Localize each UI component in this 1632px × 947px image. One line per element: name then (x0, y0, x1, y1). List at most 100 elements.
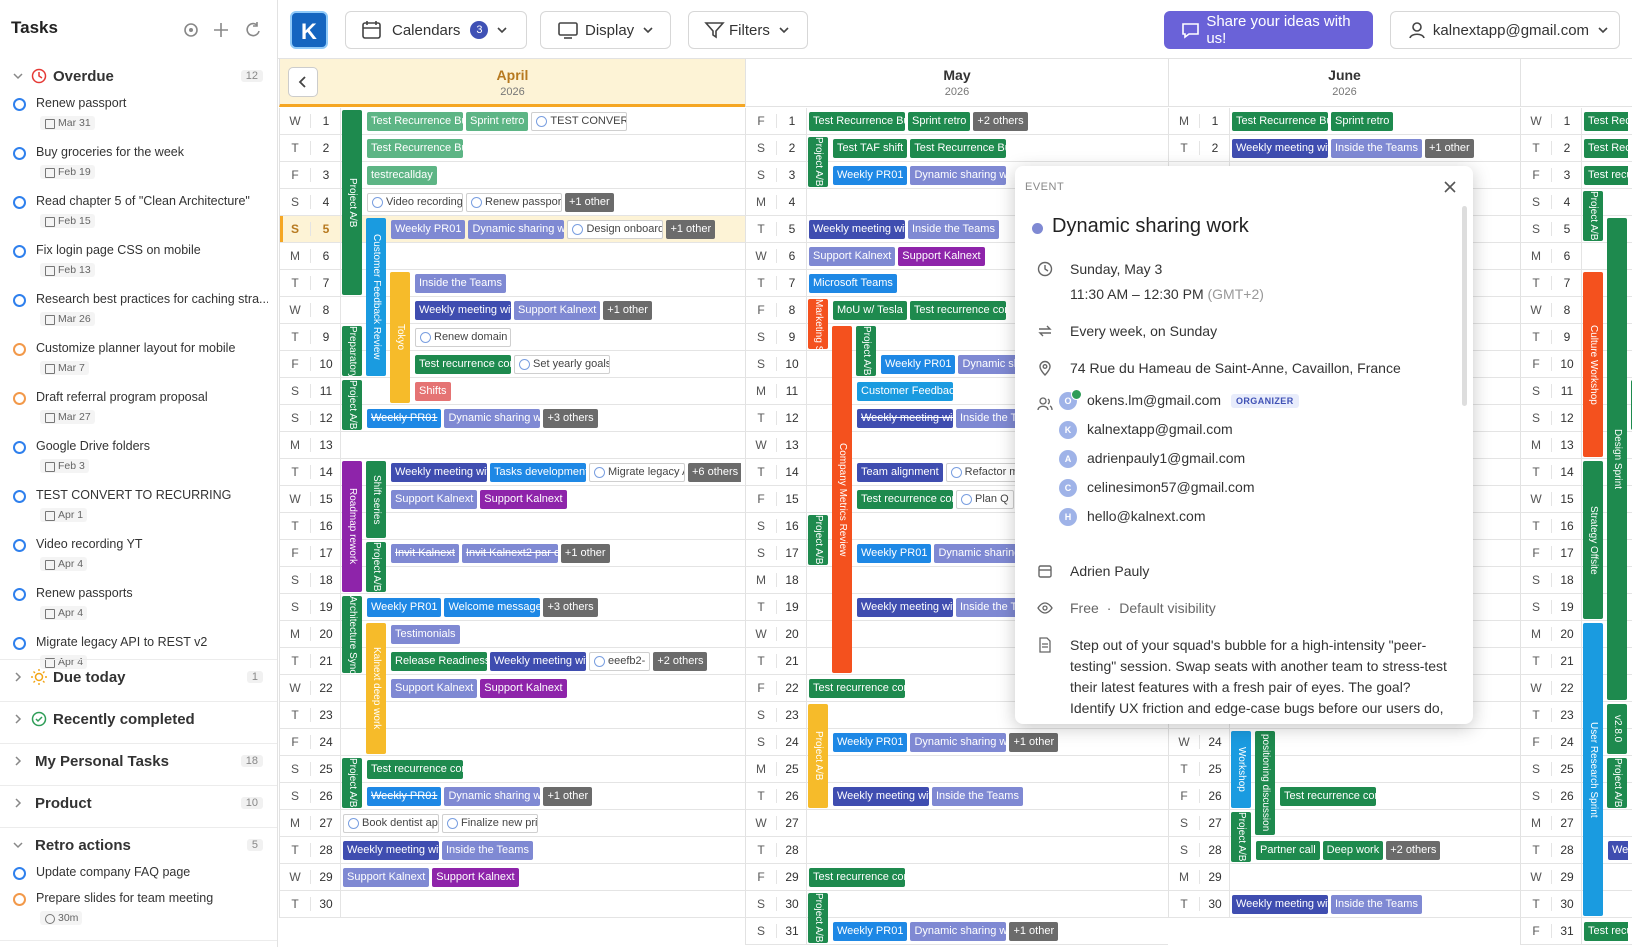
task-item[interactable]: Research best practices for caching stra… (0, 288, 277, 334)
event-span[interactable]: Project A/B (342, 110, 362, 295)
event-chip[interactable]: Weekly meeting with (415, 301, 511, 320)
event-span[interactable]: Culture Workshop (1583, 272, 1603, 457)
event-chip[interactable]: Weekly meeting with (857, 409, 953, 428)
event-chip[interactable]: Test recurrence conve (857, 490, 953, 509)
event-chip[interactable]: Dynamic sharing work (910, 922, 1007, 941)
event-chip[interactable]: Release Readiness (391, 652, 487, 671)
task-item[interactable]: Renew passports Apr 4 (0, 582, 277, 628)
event-span[interactable]: Project A/B (856, 326, 876, 376)
event-chip[interactable]: Test recurrence conve (1584, 166, 1628, 185)
display-button[interactable]: Display (540, 11, 671, 49)
event-chip[interactable]: +2 others (973, 112, 1028, 131)
task-chip[interactable]: Finalize new prici (442, 814, 538, 833)
event-chip[interactable]: Sprint retro (466, 112, 529, 131)
event-chip[interactable]: +1 other (543, 787, 593, 806)
event-chip[interactable]: Inside the Teams (908, 220, 999, 239)
event-chip[interactable]: Test TAF shift (833, 139, 908, 158)
event-chip[interactable]: +1 other (1009, 922, 1059, 941)
event-span[interactable]: positioning discussion (1255, 731, 1275, 835)
task-item[interactable]: Read chapter 5 of "Clean Architecture" Fe… (0, 190, 277, 236)
event-chip[interactable]: Test recurrence conve (415, 355, 511, 374)
event-chip[interactable]: +3 others (543, 409, 598, 428)
event-chip[interactable]: Weekly meeting with (809, 220, 905, 239)
event-span[interactable]: Preparatory (342, 326, 362, 376)
event-chip[interactable]: Inside the Teams (415, 274, 506, 293)
event-chip[interactable]: Test Recurrence Bug (1232, 112, 1328, 131)
event-span[interactable]: Project A/B (808, 893, 828, 943)
share-button[interactable]: Share your ideas with us! (1164, 11, 1373, 49)
event-chip[interactable]: Test Recurrence Bug (809, 112, 905, 131)
event-span[interactable]: Customer Feedback Review (366, 218, 386, 376)
task-chip[interactable]: Set yearly goals (514, 355, 610, 374)
event-span[interactable]: Project A/B (342, 758, 362, 808)
task-item[interactable]: Video recording YT Apr 4 (0, 533, 277, 579)
close-button[interactable] (1443, 180, 1457, 194)
event-chip[interactable]: Support Kalnext (432, 868, 519, 887)
event-chip[interactable]: Welcome message (444, 598, 541, 617)
task-item[interactable]: Google Drive folders Feb 3 (0, 435, 277, 481)
event-chip[interactable]: Support Kalnext (343, 868, 430, 887)
event-chip[interactable]: Dynamic sharing work (444, 787, 541, 806)
event-chip[interactable]: Team alignment (857, 463, 943, 482)
task-group-header[interactable]: Recently completed (0, 707, 277, 731)
event-chip[interactable]: Weekly meeting with (391, 463, 487, 482)
event-span[interactable]: Company Metrics Review (832, 326, 852, 673)
event-chip[interactable]: Weekly meeting with (1232, 139, 1328, 158)
event-chip[interactable]: Test Recurrence Bug (1584, 112, 1628, 131)
event-span[interactable]: Tokyo (390, 272, 410, 403)
task-checkbox[interactable] (13, 588, 26, 601)
task-item[interactable]: Prepare slides for team meeting 30m (0, 887, 277, 933)
task-group-header[interactable]: Overdue 12 (0, 64, 277, 88)
task-chip[interactable]: Renew domain na (415, 328, 511, 347)
event-chip[interactable]: Weekly PR01 (367, 409, 442, 428)
event-span[interactable]: Project A/B (808, 704, 828, 808)
event-chip[interactable]: Weekly meeting with (1232, 895, 1328, 914)
event-chip[interactable]: testrecallday (367, 166, 437, 185)
calendars-button[interactable]: Calendars 3 (345, 11, 527, 49)
task-item[interactable]: Draft referral program proposal Mar 27 (0, 386, 277, 432)
event-chip[interactable]: +1 other (560, 544, 610, 563)
event-chip[interactable]: Weekly PR01 (833, 166, 908, 185)
event-chip[interactable]: Weekly meeting with (343, 841, 439, 860)
event-chip[interactable]: Test Recurrence Bug (1584, 139, 1628, 158)
task-chip[interactable]: Video recording Y (367, 193, 463, 212)
account-button[interactable]: kalnextapp@gmail.com (1390, 11, 1620, 49)
event-chip[interactable]: Weekly meeting with (857, 598, 953, 617)
task-chip[interactable]: Plan Q (956, 490, 1014, 509)
event-chip[interactable]: Weekly PR01 (367, 787, 442, 806)
event-span[interactable]: Project A/B (342, 380, 362, 430)
event-span[interactable]: Project A/B (366, 542, 386, 592)
task-chip[interactable]: Migrate legacy AP (589, 463, 685, 482)
event-chip[interactable]: +3 others (543, 598, 598, 617)
task-checkbox[interactable] (13, 539, 26, 552)
event-span[interactable]: Design Sprint (1607, 218, 1627, 700)
task-checkbox[interactable] (13, 245, 26, 258)
event-chip[interactable]: +1 other (666, 220, 716, 239)
event-chip[interactable]: Shifts (415, 382, 451, 401)
event-chip[interactable]: Support Kalnext (480, 679, 567, 698)
task-checkbox[interactable] (13, 294, 26, 307)
task-chip[interactable]: Design onboarding (567, 220, 664, 239)
task-chip[interactable]: Renew passports (466, 193, 562, 212)
event-chip[interactable]: Partner call (1256, 841, 1320, 860)
sidebar-actions[interactable] (182, 21, 264, 39)
event-chip[interactable]: Inside the Teams (932, 787, 1023, 806)
event-chip[interactable]: Weekly PR01 (833, 922, 908, 941)
event-chip[interactable]: Deep work (1322, 841, 1384, 860)
event-chip[interactable]: Test Recurrence Bug (910, 139, 1007, 158)
event-chip[interactable]: Weekly PR01 (833, 733, 908, 752)
event-chip[interactable]: Test Recurrence Bug (367, 112, 463, 131)
event-chip[interactable]: Dynamic sharing work (468, 220, 565, 239)
event-chip[interactable]: Support Kalnext (898, 247, 985, 266)
event-chip[interactable]: Invit Kalnext2 par okc (461, 544, 558, 563)
task-checkbox[interactable] (13, 490, 26, 503)
task-checkbox[interactable] (13, 392, 26, 405)
event-span[interactable]: Shift series (366, 461, 386, 538)
event-chip[interactable]: +1 other (1009, 733, 1059, 752)
event-chip[interactable]: Inside the Teams (1331, 895, 1422, 914)
task-group-header[interactable]: Retro actions 5 (0, 833, 277, 857)
event-chip[interactable]: +2 others (1386, 841, 1441, 860)
event-chip[interactable]: Test recurrence conve (809, 868, 905, 887)
task-group-header[interactable]: My Personal Tasks 18 (0, 749, 277, 773)
